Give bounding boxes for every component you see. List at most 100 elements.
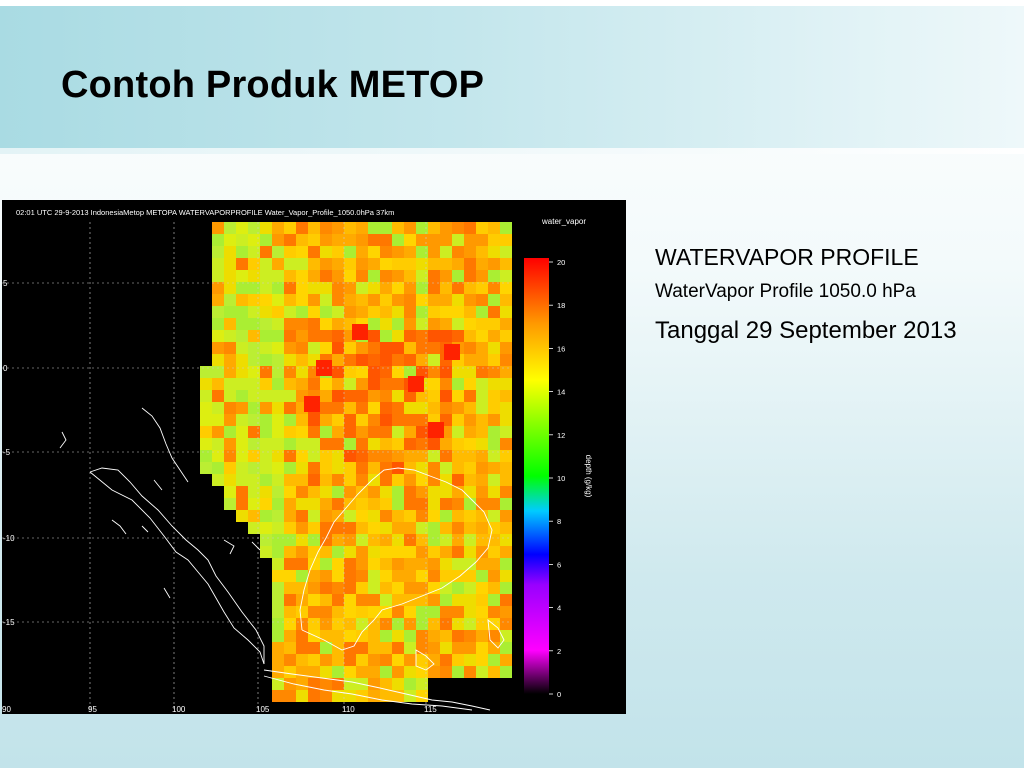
vapor-cell [344,474,356,486]
vapor-cell [392,630,404,642]
vapor-cell [236,318,248,330]
vapor-cell [332,306,344,318]
vapor-cell [440,366,452,378]
vapor-cell [428,306,440,318]
vapor-cell [332,414,344,426]
longitude-tick-label: 110 [342,705,355,714]
vapor-cell [272,402,284,414]
vapor-cell [356,546,368,558]
vapor-cell [488,426,500,438]
vapor-cell [452,438,464,450]
vapor-cell [308,438,320,450]
vapor-cell [248,354,260,366]
vapor-cell [464,654,476,666]
vapor-cell [476,438,488,450]
colorbar-tick-label: 4 [557,604,561,613]
vapor-cell [356,474,368,486]
vapor-cell [500,366,512,378]
vapor-cell [212,474,224,486]
vapor-cell [296,282,308,294]
colorbar-tick-label: 14 [557,388,565,397]
vapor-cell [332,438,344,450]
vapor-cell [284,474,296,486]
vapor-cell [368,666,380,678]
vapor-cell [404,222,416,234]
colorbar-tick-label: 18 [557,301,565,310]
vapor-cell [500,642,512,654]
vapor-cell [308,342,320,354]
vapor-cell [356,462,368,474]
vapor-cell [260,330,272,342]
vapor-cell [296,342,308,354]
vapor-cell [500,222,512,234]
description-level: WaterVapor Profile 1050.0 hPa [655,281,916,302]
vapor-cell [368,618,380,630]
vapor-cell [320,402,332,414]
vapor-cell [428,462,440,474]
vapor-cell [452,642,464,654]
vapor-cell [344,534,356,546]
vapor-cell [308,534,320,546]
vapor-cell [452,258,464,270]
vapor-cell [392,318,404,330]
vapor-cell [464,258,476,270]
vapor-cell [440,486,452,498]
vapor-cell [452,282,464,294]
vapor-cell-max [444,344,460,360]
colorbar-tick-label: 2 [557,647,561,656]
vapor-cell [224,402,236,414]
vapor-cell [272,258,284,270]
vapor-cell [476,498,488,510]
vapor-cell [392,534,404,546]
vapor-cell [368,582,380,594]
latitude-tick-label: -5 [3,448,11,457]
vapor-cell [404,342,416,354]
vapor-cell [272,558,284,570]
vapor-cell [368,390,380,402]
vapor-cell [404,666,416,678]
vapor-cell [344,666,356,678]
vapor-cell [284,594,296,606]
vapor-cell [404,570,416,582]
vapor-cell [224,390,236,402]
vapor-cell [260,546,272,558]
vapor-cell [200,438,212,450]
vapor-cell [236,414,248,426]
colorbar-tick-label: 8 [557,517,561,526]
vapor-cell [488,534,500,546]
vapor-cell [488,318,500,330]
vapor-cell [296,450,308,462]
vapor-cell [404,282,416,294]
vapor-cell [500,426,512,438]
vapor-cell [476,654,488,666]
vapor-cell [260,438,272,450]
vapor-cell [356,510,368,522]
vapor-cell [440,402,452,414]
vapor-cell [320,498,332,510]
vapor-cell [488,522,500,534]
vapor-cell [332,450,344,462]
vapor-cell [404,318,416,330]
vapor-cell [260,522,272,534]
vapor-cell [488,414,500,426]
vapor-cell [296,306,308,318]
longitude-tick-label: 105 [256,705,270,714]
vapor-cell [416,438,428,450]
vapor-cell [464,498,476,510]
vapor-cell [488,546,500,558]
vapor-cell [380,630,392,642]
vapor-cell [236,246,248,258]
vapor-cell [464,558,476,570]
vapor-cell [440,282,452,294]
vapor-cell [332,246,344,258]
vapor-cell [416,390,428,402]
vapor-cell [332,474,344,486]
colorbar-tick-label: 16 [557,344,565,353]
vapor-cell [380,342,392,354]
vapor-cell [380,522,392,534]
vapor-cell [272,546,284,558]
vapor-cell [284,570,296,582]
colorbar-unit-label: depth (g/kg) [584,455,593,498]
vapor-cell [260,486,272,498]
vapor-cell [248,270,260,282]
